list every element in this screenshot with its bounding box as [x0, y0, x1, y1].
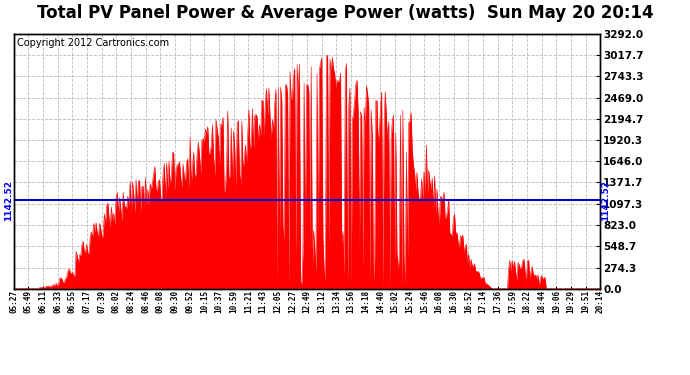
Text: Total PV Panel Power & Average Power (watts)  Sun May 20 20:14: Total PV Panel Power & Average Power (wa…	[37, 4, 653, 22]
Text: 1142.52: 1142.52	[3, 180, 12, 221]
Text: 1142.52: 1142.52	[602, 180, 611, 221]
Text: Copyright 2012 Cartronics.com: Copyright 2012 Cartronics.com	[17, 38, 169, 48]
